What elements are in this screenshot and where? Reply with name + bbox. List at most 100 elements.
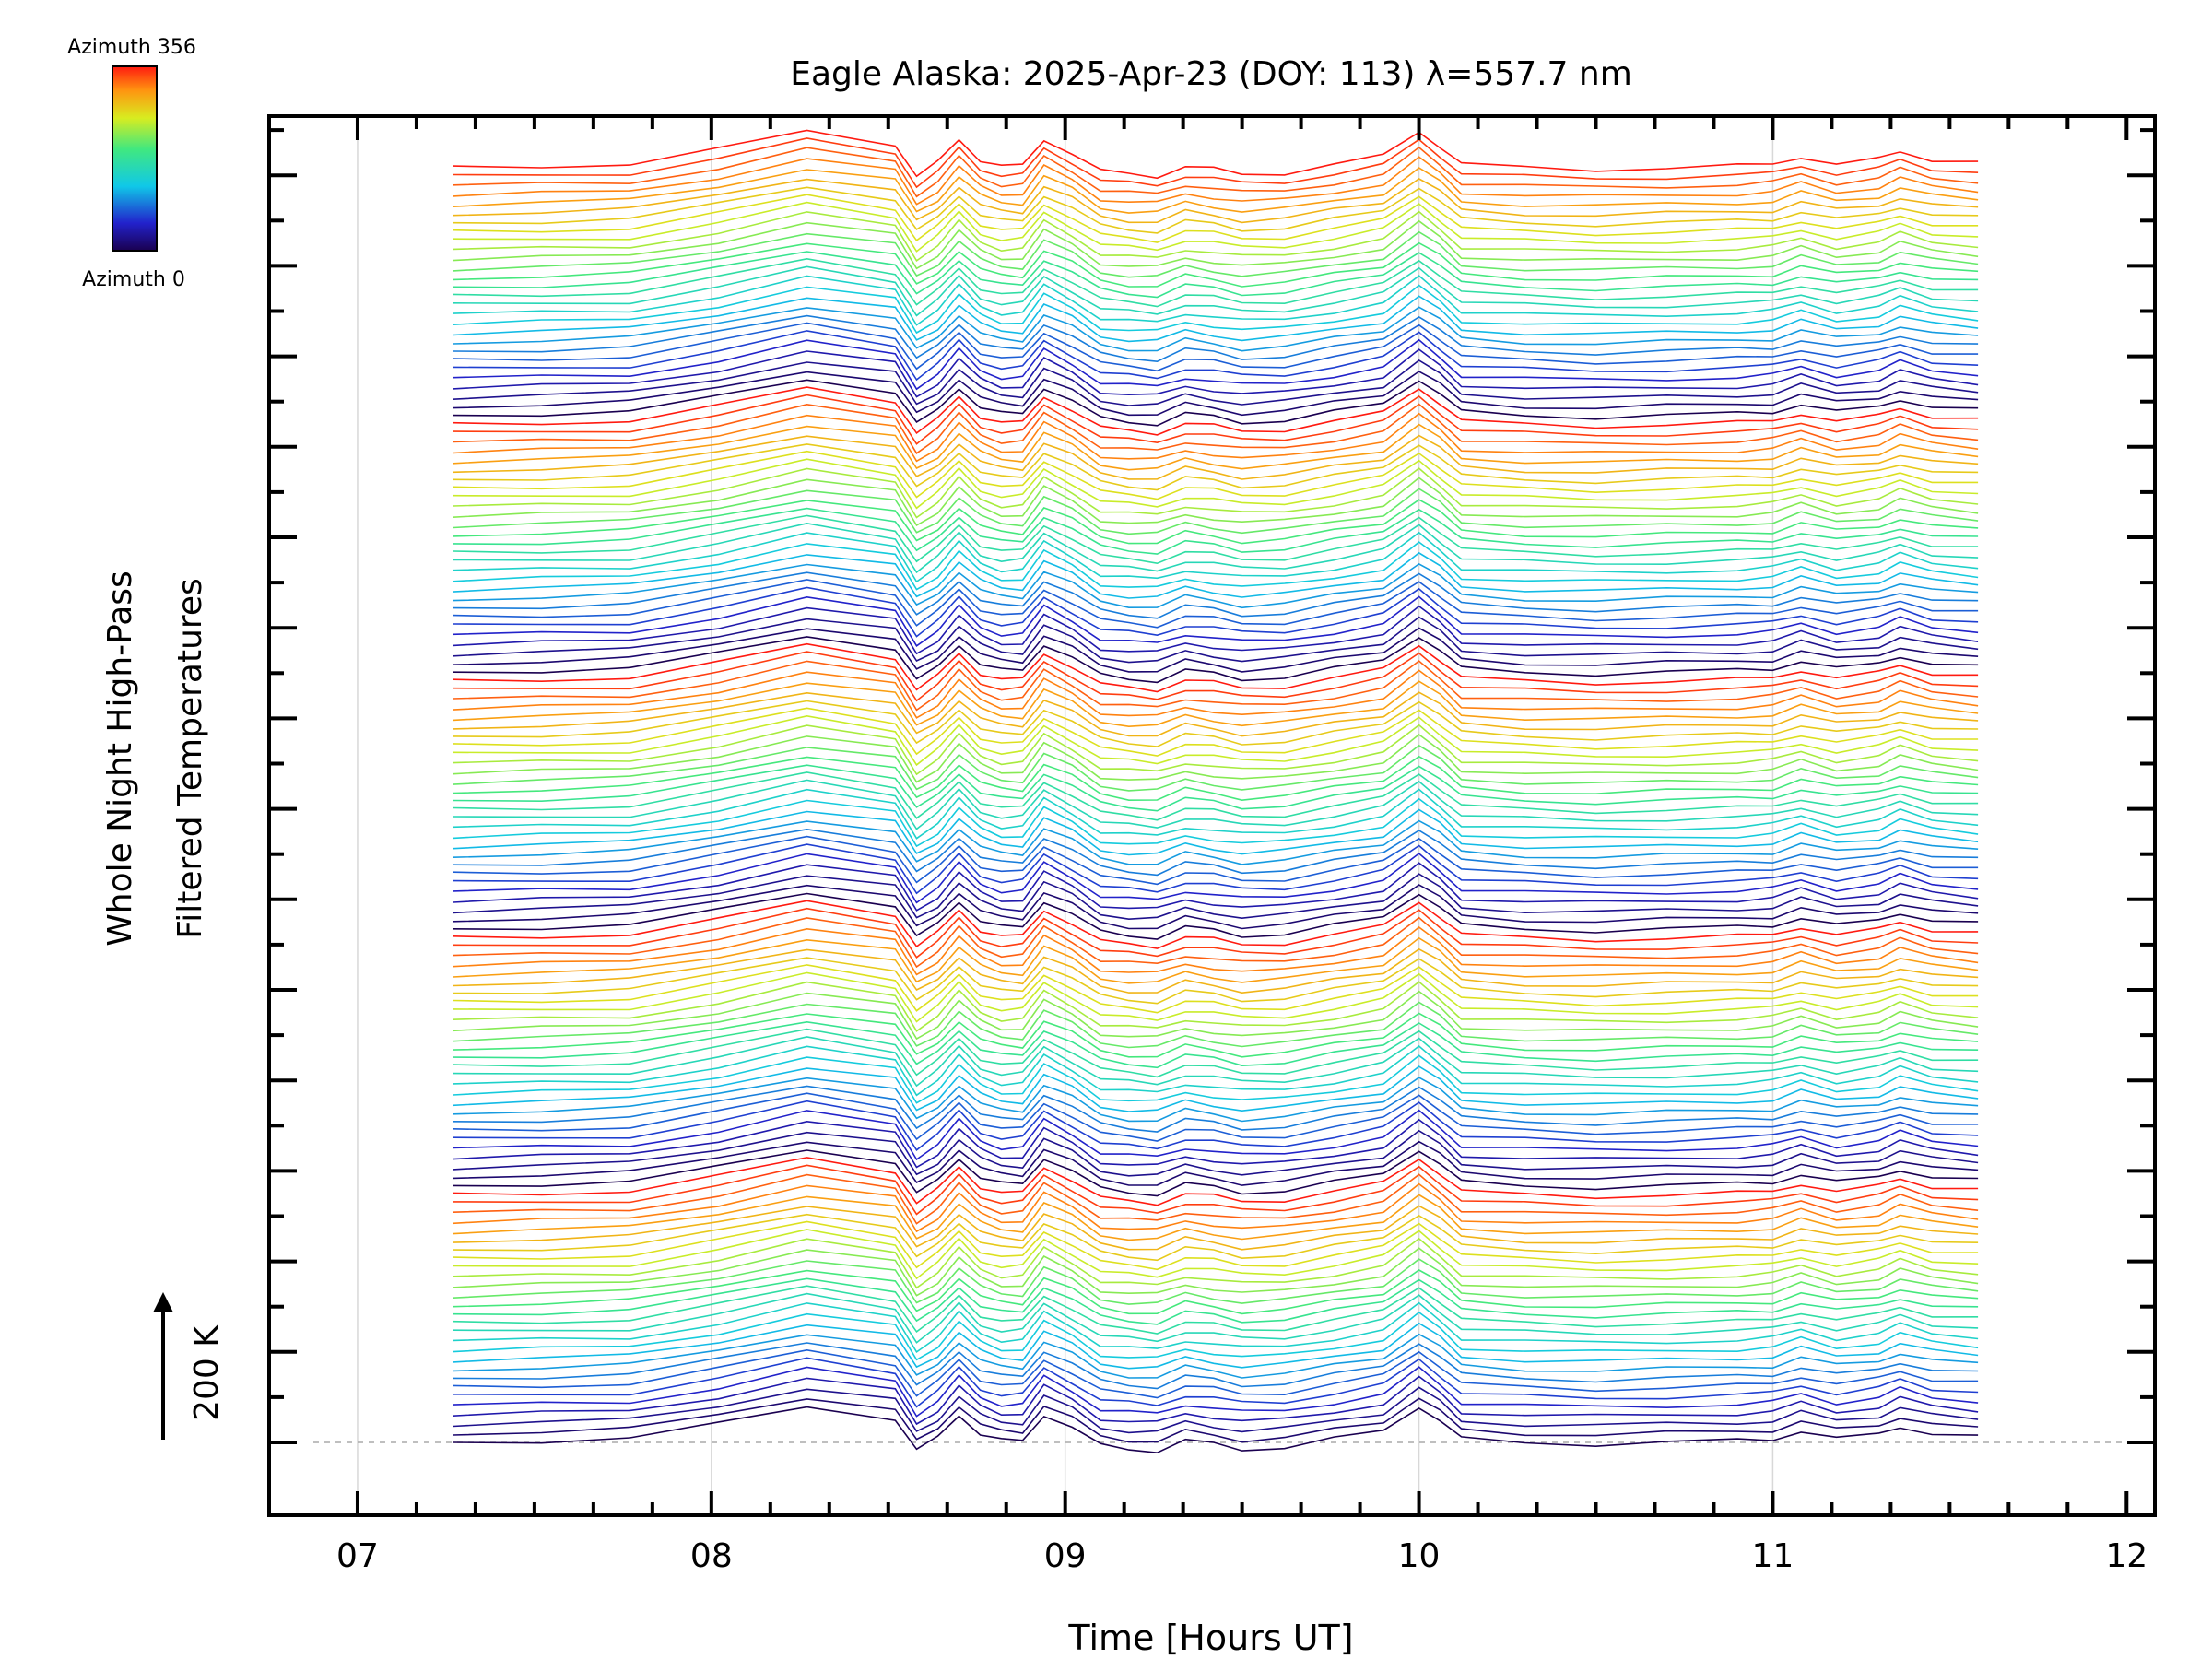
scale-arrow-icon [153, 1292, 173, 1440]
series-line [453, 1301, 1979, 1354]
y-axis-label-line2: Filtered Temperatures [171, 578, 209, 939]
series-line [453, 964, 1979, 1014]
series-line [453, 971, 1979, 1023]
x-tick-label: 07 [336, 1537, 379, 1575]
series-line [453, 595, 1979, 647]
axis-ticks [269, 116, 2155, 1515]
series-line [453, 562, 1979, 609]
series-line [453, 843, 1979, 895]
series-line [453, 981, 1979, 1032]
series-line [453, 1213, 1979, 1262]
series-line [453, 146, 1979, 198]
series-line [453, 797, 1979, 848]
series-line [453, 771, 1979, 821]
x-tick-label: 08 [690, 1537, 733, 1575]
series-line [453, 642, 1979, 693]
series-line [453, 1311, 1979, 1361]
series-line [453, 330, 1979, 382]
series-line [453, 1375, 1979, 1426]
series-line [453, 852, 1979, 904]
series-line [453, 808, 1979, 856]
series-line [453, 1322, 1979, 1370]
series-line [453, 616, 1979, 664]
series-line [453, 251, 1979, 299]
series-line [453, 241, 1979, 288]
series-line [453, 1182, 1979, 1233]
x-axis-label: Time [Hours UT] [1067, 1618, 1353, 1658]
series-line [453, 314, 1979, 363]
series-line [453, 423, 1979, 471]
series-line [453, 1269, 1979, 1315]
series-line [453, 386, 1979, 436]
series-line [453, 1194, 1979, 1241]
series-line [453, 862, 1979, 912]
series-line [453, 1277, 1979, 1325]
series-line [453, 322, 1979, 372]
series-line [453, 156, 1979, 206]
series-line [453, 788, 1979, 840]
series-line [453, 900, 1979, 949]
series-line [453, 947, 1979, 994]
series-line [453, 275, 1979, 326]
vertical-gridlines [357, 118, 1774, 1513]
series-line [453, 137, 1979, 189]
x-tick-label: 09 [1044, 1537, 1087, 1575]
series-line [453, 636, 1979, 684]
series-line [453, 1366, 1979, 1418]
series-line [453, 371, 1979, 417]
series-line [453, 1205, 1979, 1251]
series-line [453, 733, 1979, 783]
series-line [453, 579, 1979, 629]
series-line [453, 1044, 1979, 1097]
series-line [453, 755, 1979, 802]
series-line [453, 359, 1979, 406]
series-line [453, 1020, 1979, 1069]
series-line [453, 443, 1979, 491]
x-tick-label: 10 [1398, 1537, 1441, 1575]
series-line [453, 284, 1979, 335]
series-line [453, 1357, 1979, 1408]
x-tick-label: 11 [1752, 1537, 1794, 1575]
series-line [453, 1397, 1979, 1443]
series-line [453, 219, 1979, 270]
series-line [453, 1164, 1979, 1216]
series-line [453, 764, 1979, 812]
series-line [453, 724, 1979, 776]
series-line [453, 1237, 1979, 1289]
series-line [453, 348, 1979, 398]
series-line [453, 467, 1979, 519]
series-line [453, 916, 1979, 969]
series-line [453, 651, 1979, 702]
series-line [453, 210, 1979, 263]
series-line [453, 819, 1979, 865]
series-line [453, 499, 1979, 545]
series-line [453, 1285, 1979, 1335]
series-line [453, 1258, 1979, 1305]
series-line [453, 957, 1979, 1005]
series-line [453, 1406, 1979, 1454]
series-line [453, 531, 1979, 583]
series-line [453, 1348, 1979, 1399]
series-line [453, 1292, 1979, 1344]
series-line [453, 306, 1979, 352]
series-line [453, 660, 1979, 712]
series-line [453, 477, 1979, 526]
series-line [453, 1012, 1979, 1058]
series-line [453, 186, 1979, 234]
series-line [453, 265, 1979, 317]
series-line [453, 167, 1979, 214]
series-line [453, 1140, 1979, 1186]
series-line [453, 488, 1979, 535]
series-line [453, 779, 1979, 830]
series-line [453, 338, 1979, 391]
series-line [453, 744, 1979, 792]
series-line [453, 394, 1979, 445]
series-line [453, 1333, 1979, 1379]
series-line [453, 450, 1979, 500]
series-line [453, 458, 1979, 510]
plot-frame [267, 114, 2157, 1517]
series-line [453, 1092, 1979, 1142]
series-line [453, 1036, 1979, 1088]
series-line [453, 1229, 1979, 1280]
series-line [453, 571, 1979, 619]
